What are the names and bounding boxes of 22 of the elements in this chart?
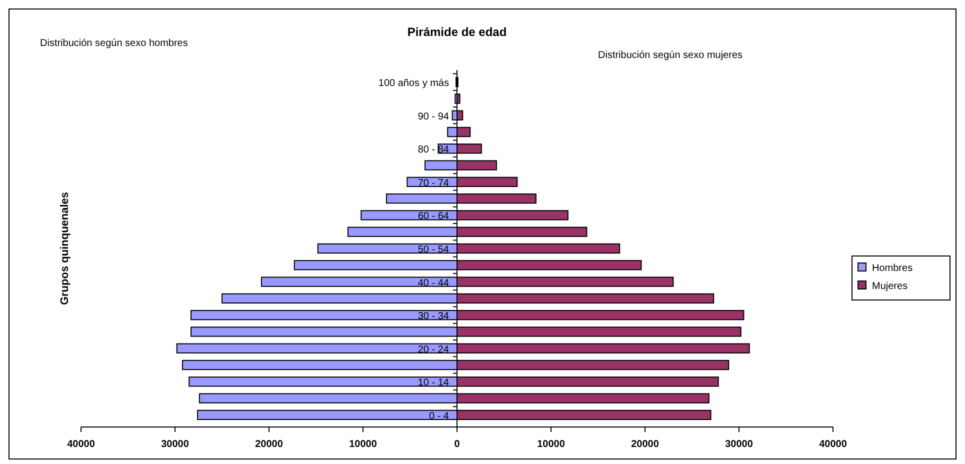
legend-label: Hombres: [872, 263, 913, 274]
text: Distribución según sexo hombres: [40, 38, 188, 49]
y-tick-label: 20 - 24: [418, 344, 450, 356]
y-tick-label: 100 años y más: [378, 78, 449, 90]
x-tick-label: 0: [454, 439, 460, 450]
text: Distribución según sexo mujeres: [598, 50, 743, 61]
y-tick-label: 40 - 44: [418, 278, 450, 289]
x-tick-label: 30000: [161, 439, 190, 450]
x-tick-label: 40000: [67, 439, 96, 450]
legend-label: Mujeres: [872, 281, 908, 292]
x-tick-label: 20000: [631, 439, 660, 450]
chart-title: Pirámide de edad: [407, 25, 507, 39]
x-tick-label: 30000: [725, 439, 754, 450]
x-tick-label: 40000: [819, 439, 848, 450]
x-tick-label: 10000: [537, 439, 566, 450]
y-axis-title: Grupos quinquenales: [59, 192, 71, 306]
y-tick-label: 60 - 64: [418, 211, 450, 222]
x-tick-label: 20000: [255, 439, 284, 450]
y-tick-label: 70 - 74: [418, 178, 450, 189]
y-tick-label: 0 - 4: [428, 410, 450, 422]
y-tick-label: 90 - 94: [418, 111, 450, 122]
x-tick-label: 10000: [349, 439, 378, 450]
